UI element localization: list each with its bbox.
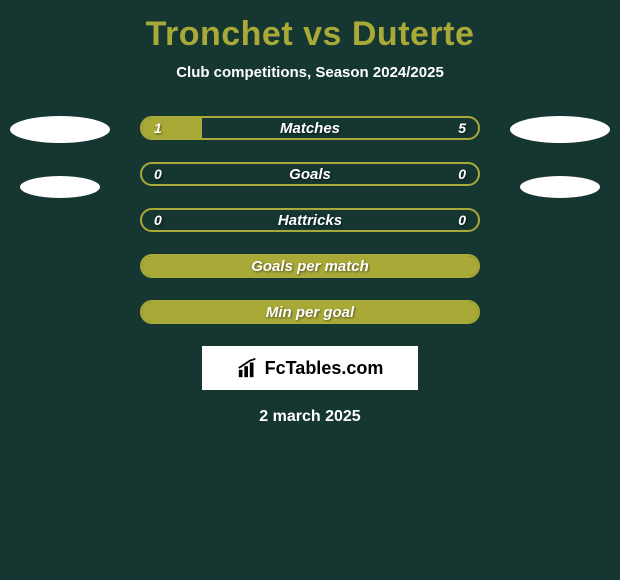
bar-right-value: 0 [458,212,466,228]
player-ellipse-left-2 [20,176,100,198]
bar-right-value: 0 [458,166,466,182]
comparison-bars: 1 Matches 5 0 Goals 0 0 Hattricks 0 Goal… [140,116,480,324]
date-text: 2 march 2025 [0,408,620,426]
bar-label: Min per goal [266,304,354,321]
branding-badge: FcTables.com [202,346,418,390]
page-title: Tronchet vs Duterte [0,0,620,54]
bar-left-value: 0 [154,166,162,182]
bar-label: Goals [289,166,331,183]
bar-row-min-per-goal: Min per goal [140,300,480,324]
left-player-marks [10,116,110,198]
bar-row-matches: 1 Matches 5 [140,116,480,140]
bar-row-goals: 0 Goals 0 [140,162,480,186]
branding-text: FcTables.com [265,358,384,379]
player-ellipse-right-2 [520,176,600,198]
subtitle: Club competitions, Season 2024/2025 [0,64,620,81]
bar-left-value: 0 [154,212,162,228]
player-ellipse-left-1 [10,116,110,143]
bar-fill-left [142,118,202,138]
bar-right-value: 5 [458,120,466,136]
bar-row-goals-per-match: Goals per match [140,254,480,278]
bar-label: Goals per match [251,258,369,275]
right-player-marks [510,116,610,198]
bar-label: Hattricks [278,212,342,229]
bar-label: Matches [280,120,340,137]
player-ellipse-right-1 [510,116,610,143]
chart-icon [237,357,259,379]
bar-row-hattricks: 0 Hattricks 0 [140,208,480,232]
chart-area: 1 Matches 5 0 Goals 0 0 Hattricks 0 Goal… [0,116,620,324]
bar-left-value: 1 [154,120,162,136]
